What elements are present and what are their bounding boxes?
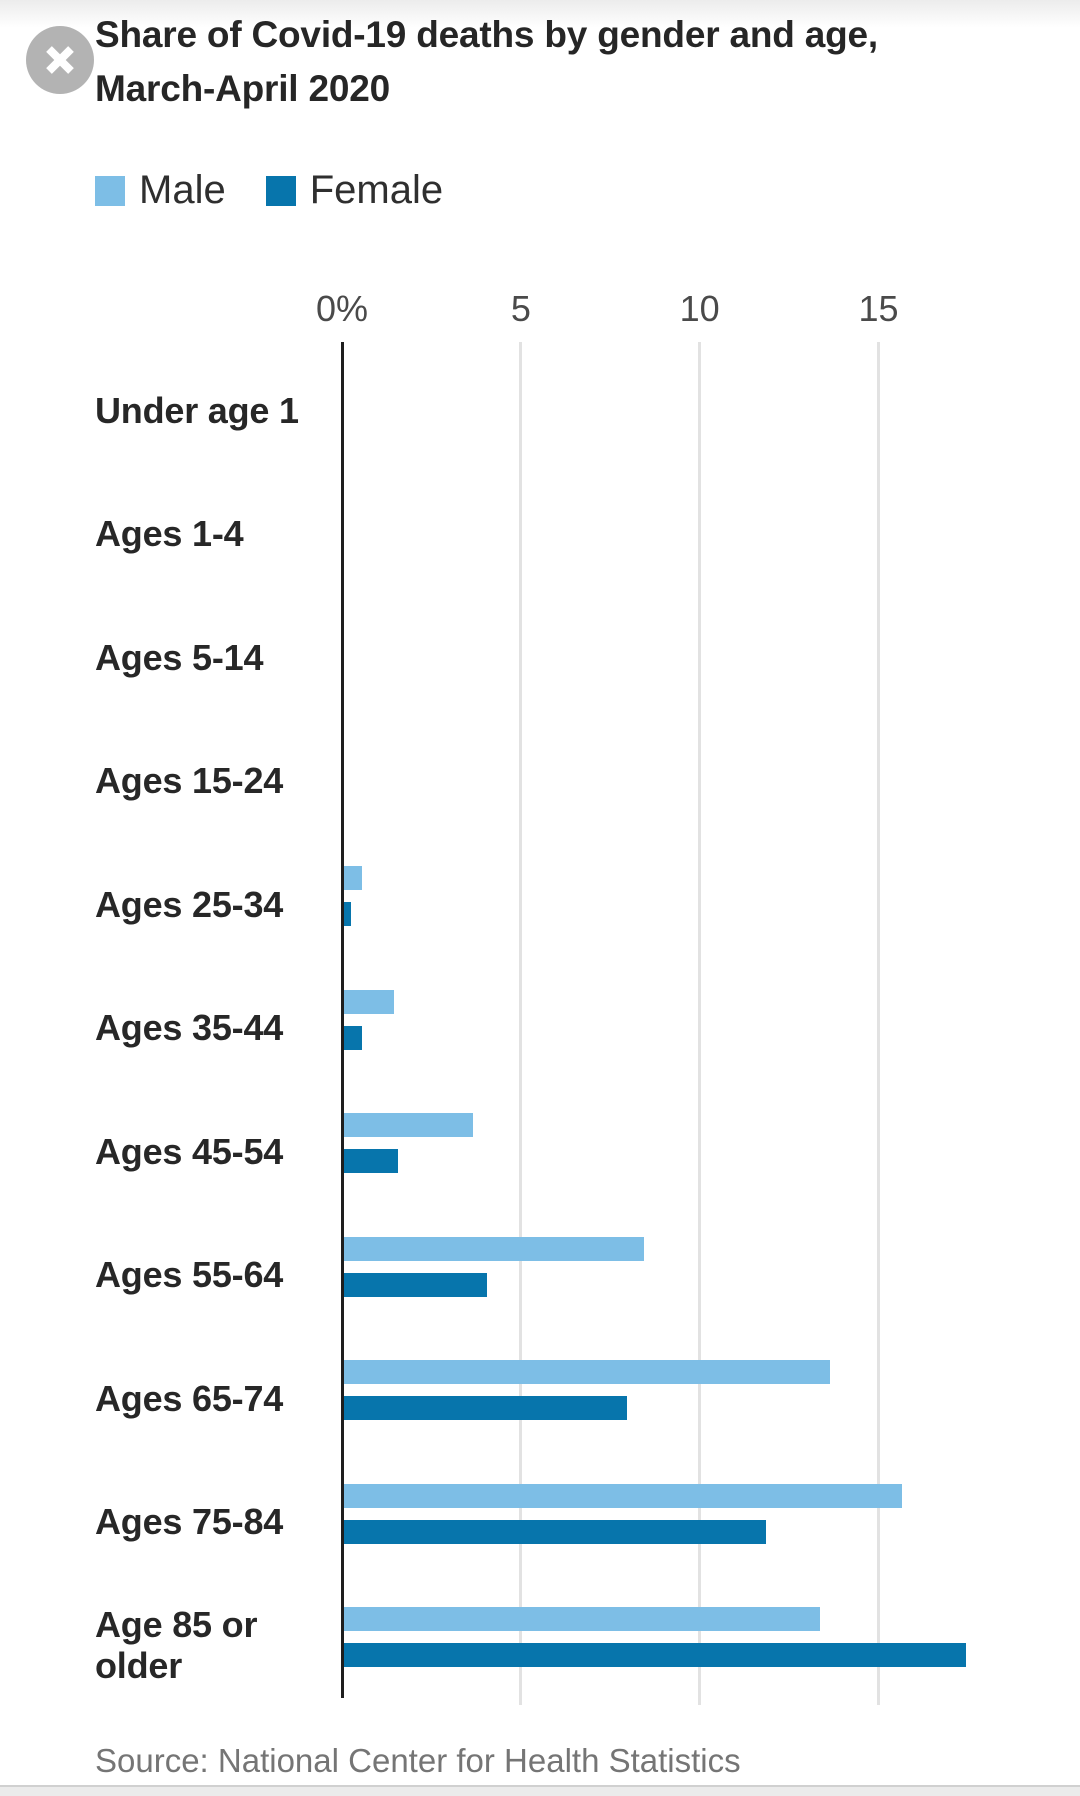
x-axis-tick-label: 15 [858, 288, 899, 329]
chart-title: Share of Covid-19 deaths by gender and a… [95, 8, 1015, 116]
bar-male [344, 989, 395, 1014]
category-label: Ages 55-64 [95, 1254, 284, 1295]
gridline [698, 342, 702, 1705]
top-shadow [0, 0, 1080, 28]
category-label: Ages 1-4 [95, 513, 244, 554]
bar-female [344, 1272, 488, 1297]
category-label: Ages 15-24 [95, 760, 284, 801]
legend-item-male: Male [95, 168, 226, 213]
bar-female [344, 902, 352, 926]
bar-male [344, 866, 362, 890]
gridline [519, 342, 523, 1705]
category-label: Ages 45-54 [95, 1130, 284, 1172]
source-note: Source: National Center for Health Stati… [95, 1742, 741, 1779]
category-label: Ages 65-74 [95, 1377, 284, 1419]
bar-female [344, 1149, 398, 1173]
bar-male [344, 1236, 645, 1261]
bottom-edge-strip [0, 1785, 1080, 1796]
legend: Male Female [95, 168, 443, 213]
x-axis-tick-label: 10 [679, 288, 720, 329]
chart-title-line1: Share of Covid-19 deaths by gender and a… [95, 14, 878, 55]
category-label: Ages 75-84 [95, 1501, 284, 1542]
x-axis-tick-label: 0% [315, 288, 369, 329]
bar-male [344, 1607, 820, 1631]
bar-female [344, 1643, 967, 1667]
legend-item-female: Female [265, 168, 444, 213]
bar-female [344, 1025, 362, 1050]
category-label: Ages 35-44 [95, 1007, 284, 1048]
category-label: Age 85 or older [95, 1604, 258, 1686]
category-label: Ages 25-34 [95, 883, 284, 925]
bar-male [344, 1360, 831, 1384]
close-button[interactable] [26, 26, 94, 94]
gridline [877, 342, 881, 1705]
bar-female [344, 1519, 767, 1544]
female-color-swatch [265, 175, 296, 206]
close-icon [46, 46, 74, 74]
category-label: Under age 1 [95, 389, 299, 431]
x-axis-tick-label: 5 [510, 288, 531, 329]
bar-male [344, 1113, 473, 1137]
legend-label-male: Male [139, 168, 226, 212]
legend-label-female: Female [309, 168, 444, 212]
axis-line [340, 342, 344, 1698]
male-color-swatch [95, 175, 125, 206]
bar-male [344, 1483, 902, 1508]
bar-female [344, 1396, 627, 1420]
category-label: Ages 5-14 [95, 636, 264, 678]
chart-title-line2: March-April 2020 [95, 68, 390, 109]
